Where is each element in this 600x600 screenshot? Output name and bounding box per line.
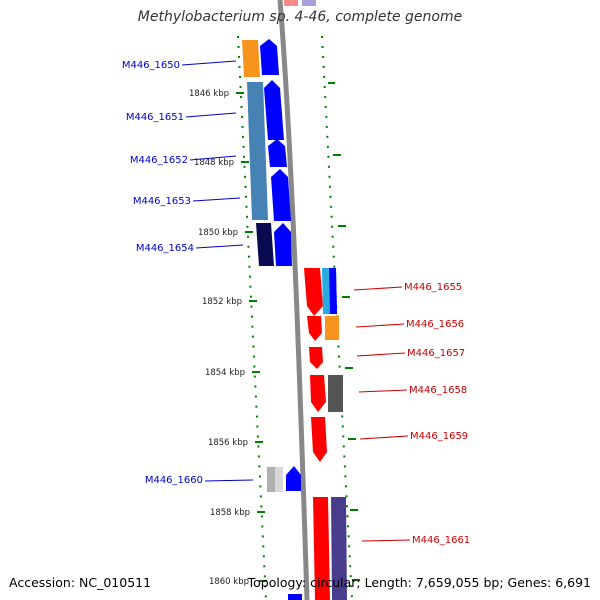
tick-label-1846: 1846 kbp	[189, 89, 229, 99]
label-m446-1657[interactable]: M446_1657	[407, 348, 465, 359]
gene-arrow-1654	[274, 223, 292, 266]
gene-m446-1659[interactable]	[311, 417, 327, 462]
map-title: Methylobacterium sp. 4-46, complete geno…	[137, 9, 463, 25]
label-m446-1658[interactable]: M446_1658	[409, 385, 467, 396]
label-m446-1652[interactable]: M446_1652	[130, 155, 188, 166]
gene-m446-1660[interactable]	[267, 466, 301, 492]
cog-bar-1650	[242, 40, 260, 77]
tick-1858: 1858 kbp	[210, 508, 265, 518]
cog-bar-1656	[325, 316, 339, 340]
cog-bar-1655-dark	[329, 268, 337, 314]
gene-arrow-1661	[313, 497, 330, 600]
left-ruler	[237, 35, 267, 600]
label-m446-1660[interactable]: M446_1660	[145, 475, 203, 486]
tick-label-1852: 1852 kbp	[202, 297, 242, 307]
tick-label-1858: 1858 kbp	[210, 508, 250, 518]
right-ticks	[328, 82, 360, 581]
cog-bar-1658	[328, 375, 343, 412]
leader-lines-forward	[181, 60, 254, 482]
genome-backbone	[277, 0, 310, 600]
tick-1850: 1850 kbp	[198, 228, 253, 238]
gene-m446-1657[interactable]	[309, 347, 323, 369]
tick-label-1856: 1856 kbp	[208, 438, 248, 448]
cog-bar-1660-light	[275, 467, 283, 492]
gene-m446-1653	[271, 169, 291, 221]
gene-m446-1656[interactable]	[307, 316, 339, 341]
gene-m446-1661[interactable]	[313, 497, 347, 600]
gene-arrow-1656	[307, 316, 322, 341]
gene-arrow-1659	[311, 417, 327, 462]
tick-1854: 1854 kbp	[205, 368, 260, 378]
cog-bar-1654	[256, 223, 274, 266]
gene-m446-1654[interactable]	[256, 223, 292, 266]
partial-gene-top-purple	[302, 0, 316, 6]
leader-lines-reverse	[353, 286, 411, 542]
label-m446-1651[interactable]: M446_1651	[126, 112, 184, 123]
cog-bar-1651	[247, 82, 268, 220]
tick-1852: 1852 kbp	[202, 297, 257, 307]
right-ruler	[321, 35, 353, 600]
gene-m446-1655[interactable]	[304, 268, 337, 316]
tick-1846: 1846 kbp	[189, 89, 244, 99]
label-m446-1654[interactable]: M446_1654	[136, 243, 194, 254]
gene-m446-1658[interactable]	[310, 375, 343, 412]
partial-gene-top-red	[284, 0, 298, 6]
label-m446-1656[interactable]: M446_1656	[406, 319, 464, 330]
label-m446-1650[interactable]: M446_1650	[122, 60, 180, 71]
partial-gene-bottom-blue	[288, 594, 302, 600]
label-m446-1655[interactable]: M446_1655	[404, 282, 462, 293]
label-m446-1653[interactable]: M446_1653	[133, 196, 191, 207]
genome-summary-text: Topology: circular; Length: 7,659,055 bp…	[247, 575, 591, 590]
gene-arrow-1655	[304, 268, 323, 316]
tick-label-1860: 1860 kbp	[209, 577, 249, 587]
tick-1856: 1856 kbp	[208, 438, 263, 448]
gene-arrow-1650	[260, 39, 279, 75]
gene-arrow-1657	[309, 347, 323, 369]
label-m446-1661[interactable]: M446_1661	[412, 535, 470, 546]
gene-arrow-1658	[310, 375, 326, 412]
tick-1860: 1860 kbp	[209, 577, 267, 587]
accession-text: Accession: NC_010511	[9, 575, 152, 590]
cog-bar-1661	[331, 497, 347, 600]
label-m446-1659[interactable]: M446_1659	[410, 431, 468, 442]
tick-label-1854: 1854 kbp	[205, 368, 245, 378]
gene-arrow-1660	[286, 466, 301, 491]
tick-label-1850: 1850 kbp	[198, 228, 238, 238]
gene-arrow-1652	[268, 139, 287, 167]
gene-m446-1652	[268, 139, 287, 167]
gene-arrow-1653	[271, 169, 291, 221]
gene-arrow-1651	[264, 80, 284, 140]
tick-label-1848: 1848 kbp	[194, 158, 234, 168]
gene-m446-1650[interactable]	[242, 39, 279, 77]
tick-1848: 1848 kbp	[194, 158, 249, 168]
gene-m446-1651[interactable]	[247, 80, 284, 220]
